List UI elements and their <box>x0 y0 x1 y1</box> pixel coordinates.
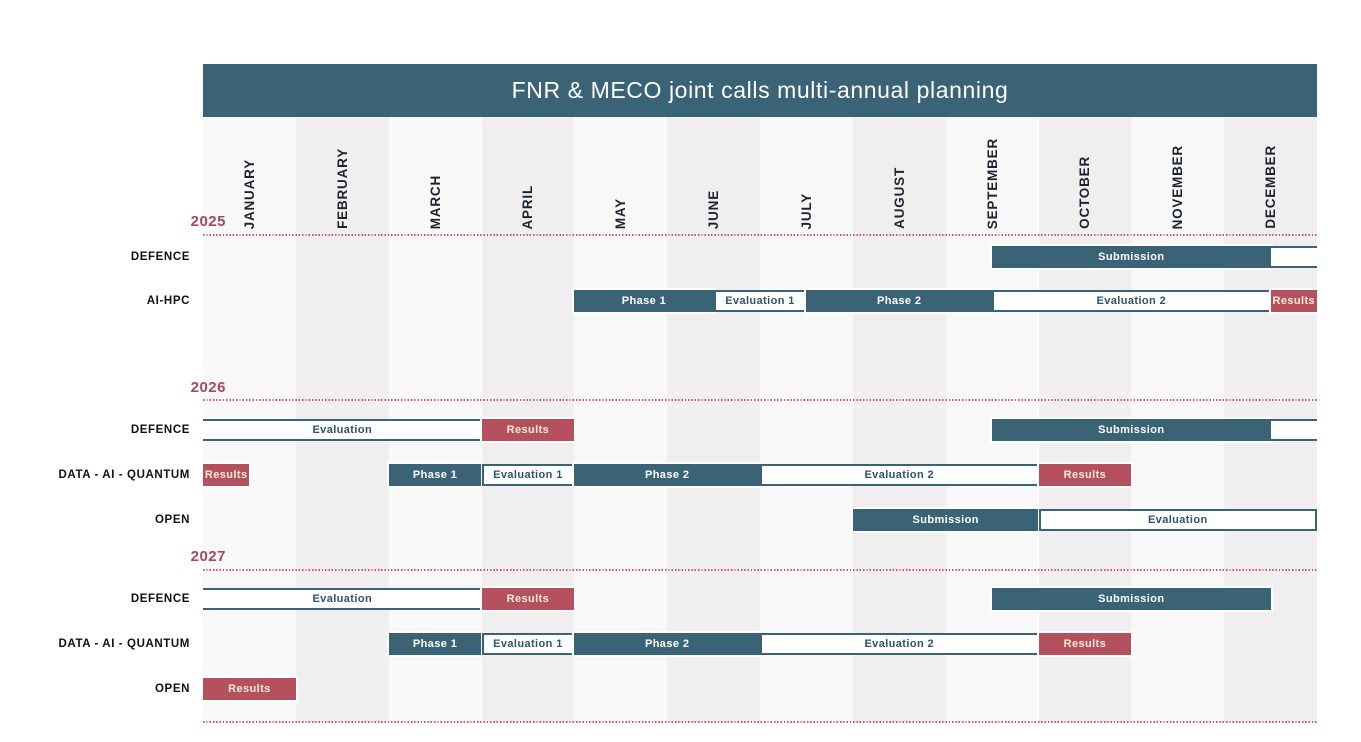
month-label-june: JUNE <box>706 189 722 229</box>
month-column-may <box>574 117 668 723</box>
month-label-july: JULY <box>798 192 814 229</box>
month-label-august: AUGUST <box>891 167 907 229</box>
month-label-september: SEPTEMBER <box>984 137 1000 229</box>
bar-results: Results <box>1038 464 1132 486</box>
bar-evaluation-1: Evaluation 1 <box>481 633 575 655</box>
bar-continuation <box>1270 419 1317 441</box>
row-label-data-ai-quantum-2027: DATA - AI - QUANTUM <box>58 638 190 650</box>
bar-submission: Submission <box>992 246 1271 268</box>
bar-phase-1: Phase 1 <box>388 633 482 655</box>
year-label-2026: 2026 <box>190 379 226 396</box>
row-label-defence-2025: DEFENCE <box>130 251 190 263</box>
bar-results: Results <box>203 464 250 486</box>
month-label-march: MARCH <box>427 174 443 229</box>
bar-submission: Submission <box>992 419 1271 441</box>
year-label-2025: 2025 <box>190 213 226 230</box>
month-label-may: MAY <box>613 197 629 229</box>
bar-phase-2: Phase 2 <box>574 464 760 486</box>
month-label-november: NOVEMBER <box>1170 144 1186 229</box>
month-column-july <box>760 117 853 723</box>
bar-phase-1: Phase 1 <box>574 290 714 312</box>
row-label-defence-2027: DEFENCE <box>130 593 190 605</box>
bar-phase-2: Phase 2 <box>806 290 993 312</box>
bar-results: Results <box>1270 290 1317 312</box>
bar-evaluation: Evaluation <box>203 588 482 610</box>
month-label-slot: FEBRUARY <box>296 117 389 229</box>
row-label-data-ai-quantum-2026: DATA - AI - QUANTUM <box>58 469 190 481</box>
row-label-ai-hpc-2025: AI-HPC <box>146 295 190 307</box>
year-dotted-line-2025 <box>203 234 1318 236</box>
bar-phase-1: Phase 1 <box>388 464 482 486</box>
month-label-slot: OCTOBER <box>1039 117 1132 229</box>
month-label-slot: AUGUST <box>853 117 946 229</box>
year-dotted-line-2026 <box>203 399 1318 401</box>
bar-results: Results <box>203 678 296 700</box>
month-label-slot: DECEMBER <box>1224 117 1317 229</box>
month-label-january: JANUARY <box>241 158 257 229</box>
year-label-2027: 2027 <box>190 548 226 565</box>
bar-evaluation-2: Evaluation 2 <box>992 290 1271 312</box>
bar-evaluation-1: Evaluation 1 <box>481 464 575 486</box>
bar-evaluation-2: Evaluation 2 <box>760 464 1039 486</box>
month-column-august <box>852 117 946 723</box>
bar-evaluation-1: Evaluation 1 <box>713 290 807 312</box>
month-label-slot: MAY <box>574 117 667 229</box>
month-label-slot: SEPTEMBER <box>946 117 1039 229</box>
month-label-february: FEBRUARY <box>334 148 350 229</box>
month-label-slot: APRIL <box>482 117 575 230</box>
row-label-defence-2026: DEFENCE <box>130 424 190 436</box>
month-column-june <box>667 117 760 723</box>
bar-submission: Submission <box>992 588 1271 610</box>
row-label-open-2027: OPEN <box>155 683 190 695</box>
bottom-dotted-line <box>203 721 1318 723</box>
month-label-april: APRIL <box>520 184 536 230</box>
month-label-slot: MARCH <box>389 117 482 229</box>
bar-evaluation: Evaluation <box>1038 509 1317 531</box>
month-label-slot: JUNE <box>667 117 760 229</box>
chart-title-bar: FNR & MECO joint calls multi-annual plan… <box>203 64 1317 117</box>
bar-continuation <box>1270 246 1317 268</box>
bar-submission: Submission <box>852 509 1039 531</box>
month-label-october: OCTOBER <box>1077 156 1093 229</box>
bar-results: Results <box>481 419 575 441</box>
bar-phase-2: Phase 2 <box>574 633 760 655</box>
bar-evaluation-2: Evaluation 2 <box>760 633 1039 655</box>
row-label-open-2026: OPEN <box>155 514 190 526</box>
month-label-slot: NOVEMBER <box>1131 117 1224 229</box>
bar-evaluation: Evaluation <box>203 419 482 441</box>
bar-results: Results <box>481 588 575 610</box>
year-dotted-line-2027 <box>203 569 1318 571</box>
chart-title: FNR & MECO joint calls multi-annual plan… <box>511 77 1009 103</box>
month-label-slot: JULY <box>760 117 853 229</box>
bar-results: Results <box>1038 633 1132 655</box>
month-label-december: DECEMBER <box>1263 145 1279 229</box>
